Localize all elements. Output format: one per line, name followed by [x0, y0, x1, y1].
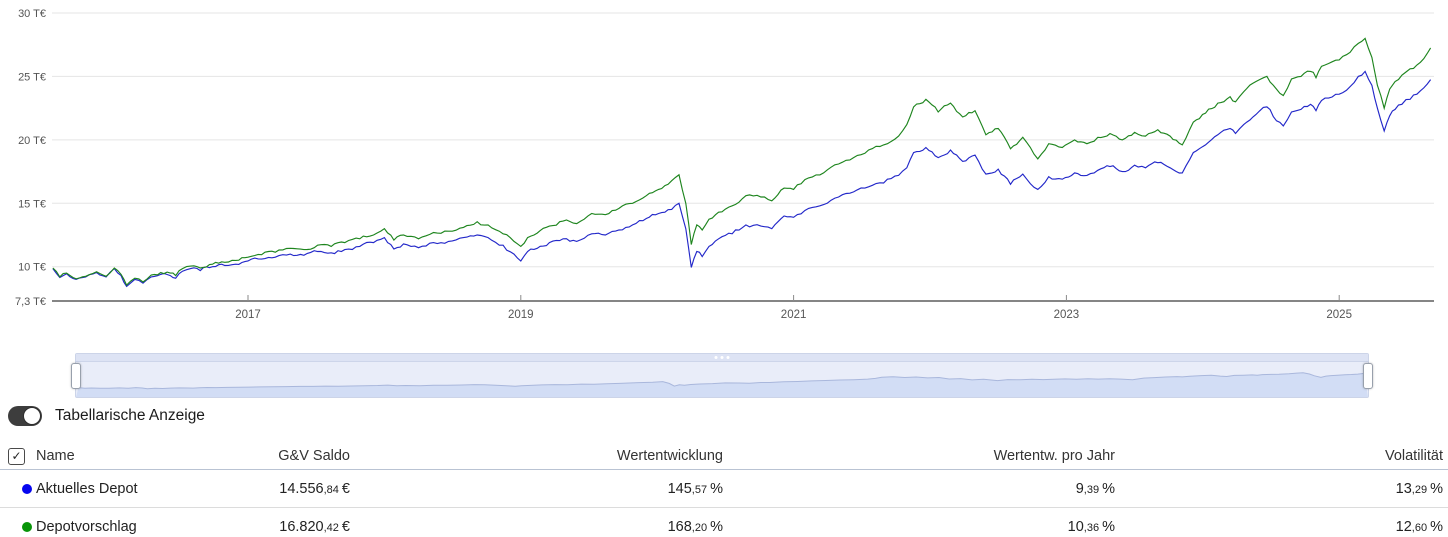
slider-handle-left[interactable]: [71, 362, 81, 389]
svg-text:2017: 2017: [235, 309, 261, 321]
table-view-toggle-row: Tabellarische Anzeige: [8, 406, 205, 426]
svg-text:7,3 T€: 7,3 T€: [15, 296, 46, 308]
performance-chart[interactable]: 30 T€ 25 T€ 20 T€ 15 T€ 10 T€ 7,3 T€ 2017 2019 2…: [0, 0, 1448, 335]
select-all-checkbox[interactable]: ✓: [8, 447, 25, 465]
row-wertentwicklung: 168,20%: [667, 519, 723, 535]
slider-handle-right[interactable]: [1363, 362, 1373, 389]
slider-navigator-chart: [76, 372, 1368, 397]
table-header-row: ✓ Name G&V Saldo Wertentwicklung Wertent…: [0, 443, 1448, 470]
row-wertentwicklung: 145,57%: [667, 480, 723, 497]
row-gv-saldo: 16.820,42 €: [279, 519, 350, 535]
row-wertentw-pro-jahr: 9,39%: [1075, 480, 1115, 497]
column-header-gv-saldo[interactable]: G&V Saldo: [278, 448, 350, 464]
svg-text:2023: 2023: [1054, 309, 1080, 321]
table-row-depotvorschlag[interactable]: Depotvorschlag 16.820,42 € 168,20% 10,36%…: [0, 508, 1448, 537]
svg-text:15 T€: 15 T€: [18, 198, 46, 210]
performance-table: ✓ Name G&V Saldo Wertentwicklung Wertent…: [0, 443, 1448, 537]
toggle-label: Tabellarische Anzeige: [55, 407, 205, 424]
row-volatilitaet: 12,60%: [1395, 519, 1443, 535]
checkbox-check-icon: ✓: [11, 449, 22, 463]
column-header-volatilitaet[interactable]: Volatilität: [1384, 448, 1443, 464]
svg-text:2021: 2021: [781, 309, 807, 321]
svg-text:30 T€: 30 T€: [18, 8, 46, 20]
svg-text:2019: 2019: [508, 309, 534, 321]
table-view-toggle[interactable]: [8, 406, 42, 426]
series-color-dot-green: [22, 522, 32, 532]
row-name: Aktuelles Depot: [36, 480, 138, 497]
column-header-name[interactable]: Name: [36, 448, 75, 464]
row-gv-saldo: 14.556,84 €: [279, 480, 350, 497]
svg-text:25 T€: 25 T€: [18, 71, 46, 83]
row-name: Depotvorschlag: [36, 519, 137, 535]
svg-text:2025: 2025: [1326, 309, 1352, 321]
svg-text:20 T€: 20 T€: [18, 135, 46, 147]
row-wertentw-pro-jahr: 10,36%: [1067, 519, 1115, 535]
column-header-wertentwicklung[interactable]: Wertentwicklung: [616, 448, 723, 464]
slider-grip-icon[interactable]: [714, 356, 730, 359]
column-header-wertentw-pro-jahr[interactable]: Wertentw. pro Jahr: [993, 448, 1115, 464]
toggle-knob[interactable]: [23, 407, 41, 425]
table-row-aktuelles-depot[interactable]: Aktuelles Depot 14.556,84 € 145,57% 9,39%…: [0, 470, 1448, 508]
series-color-dot-blue: [22, 483, 32, 494]
row-volatilitaet: 13,29%: [1395, 480, 1443, 497]
svg-text:10 T€: 10 T€: [18, 262, 46, 274]
time-range-slider[interactable]: [71, 353, 1373, 398]
